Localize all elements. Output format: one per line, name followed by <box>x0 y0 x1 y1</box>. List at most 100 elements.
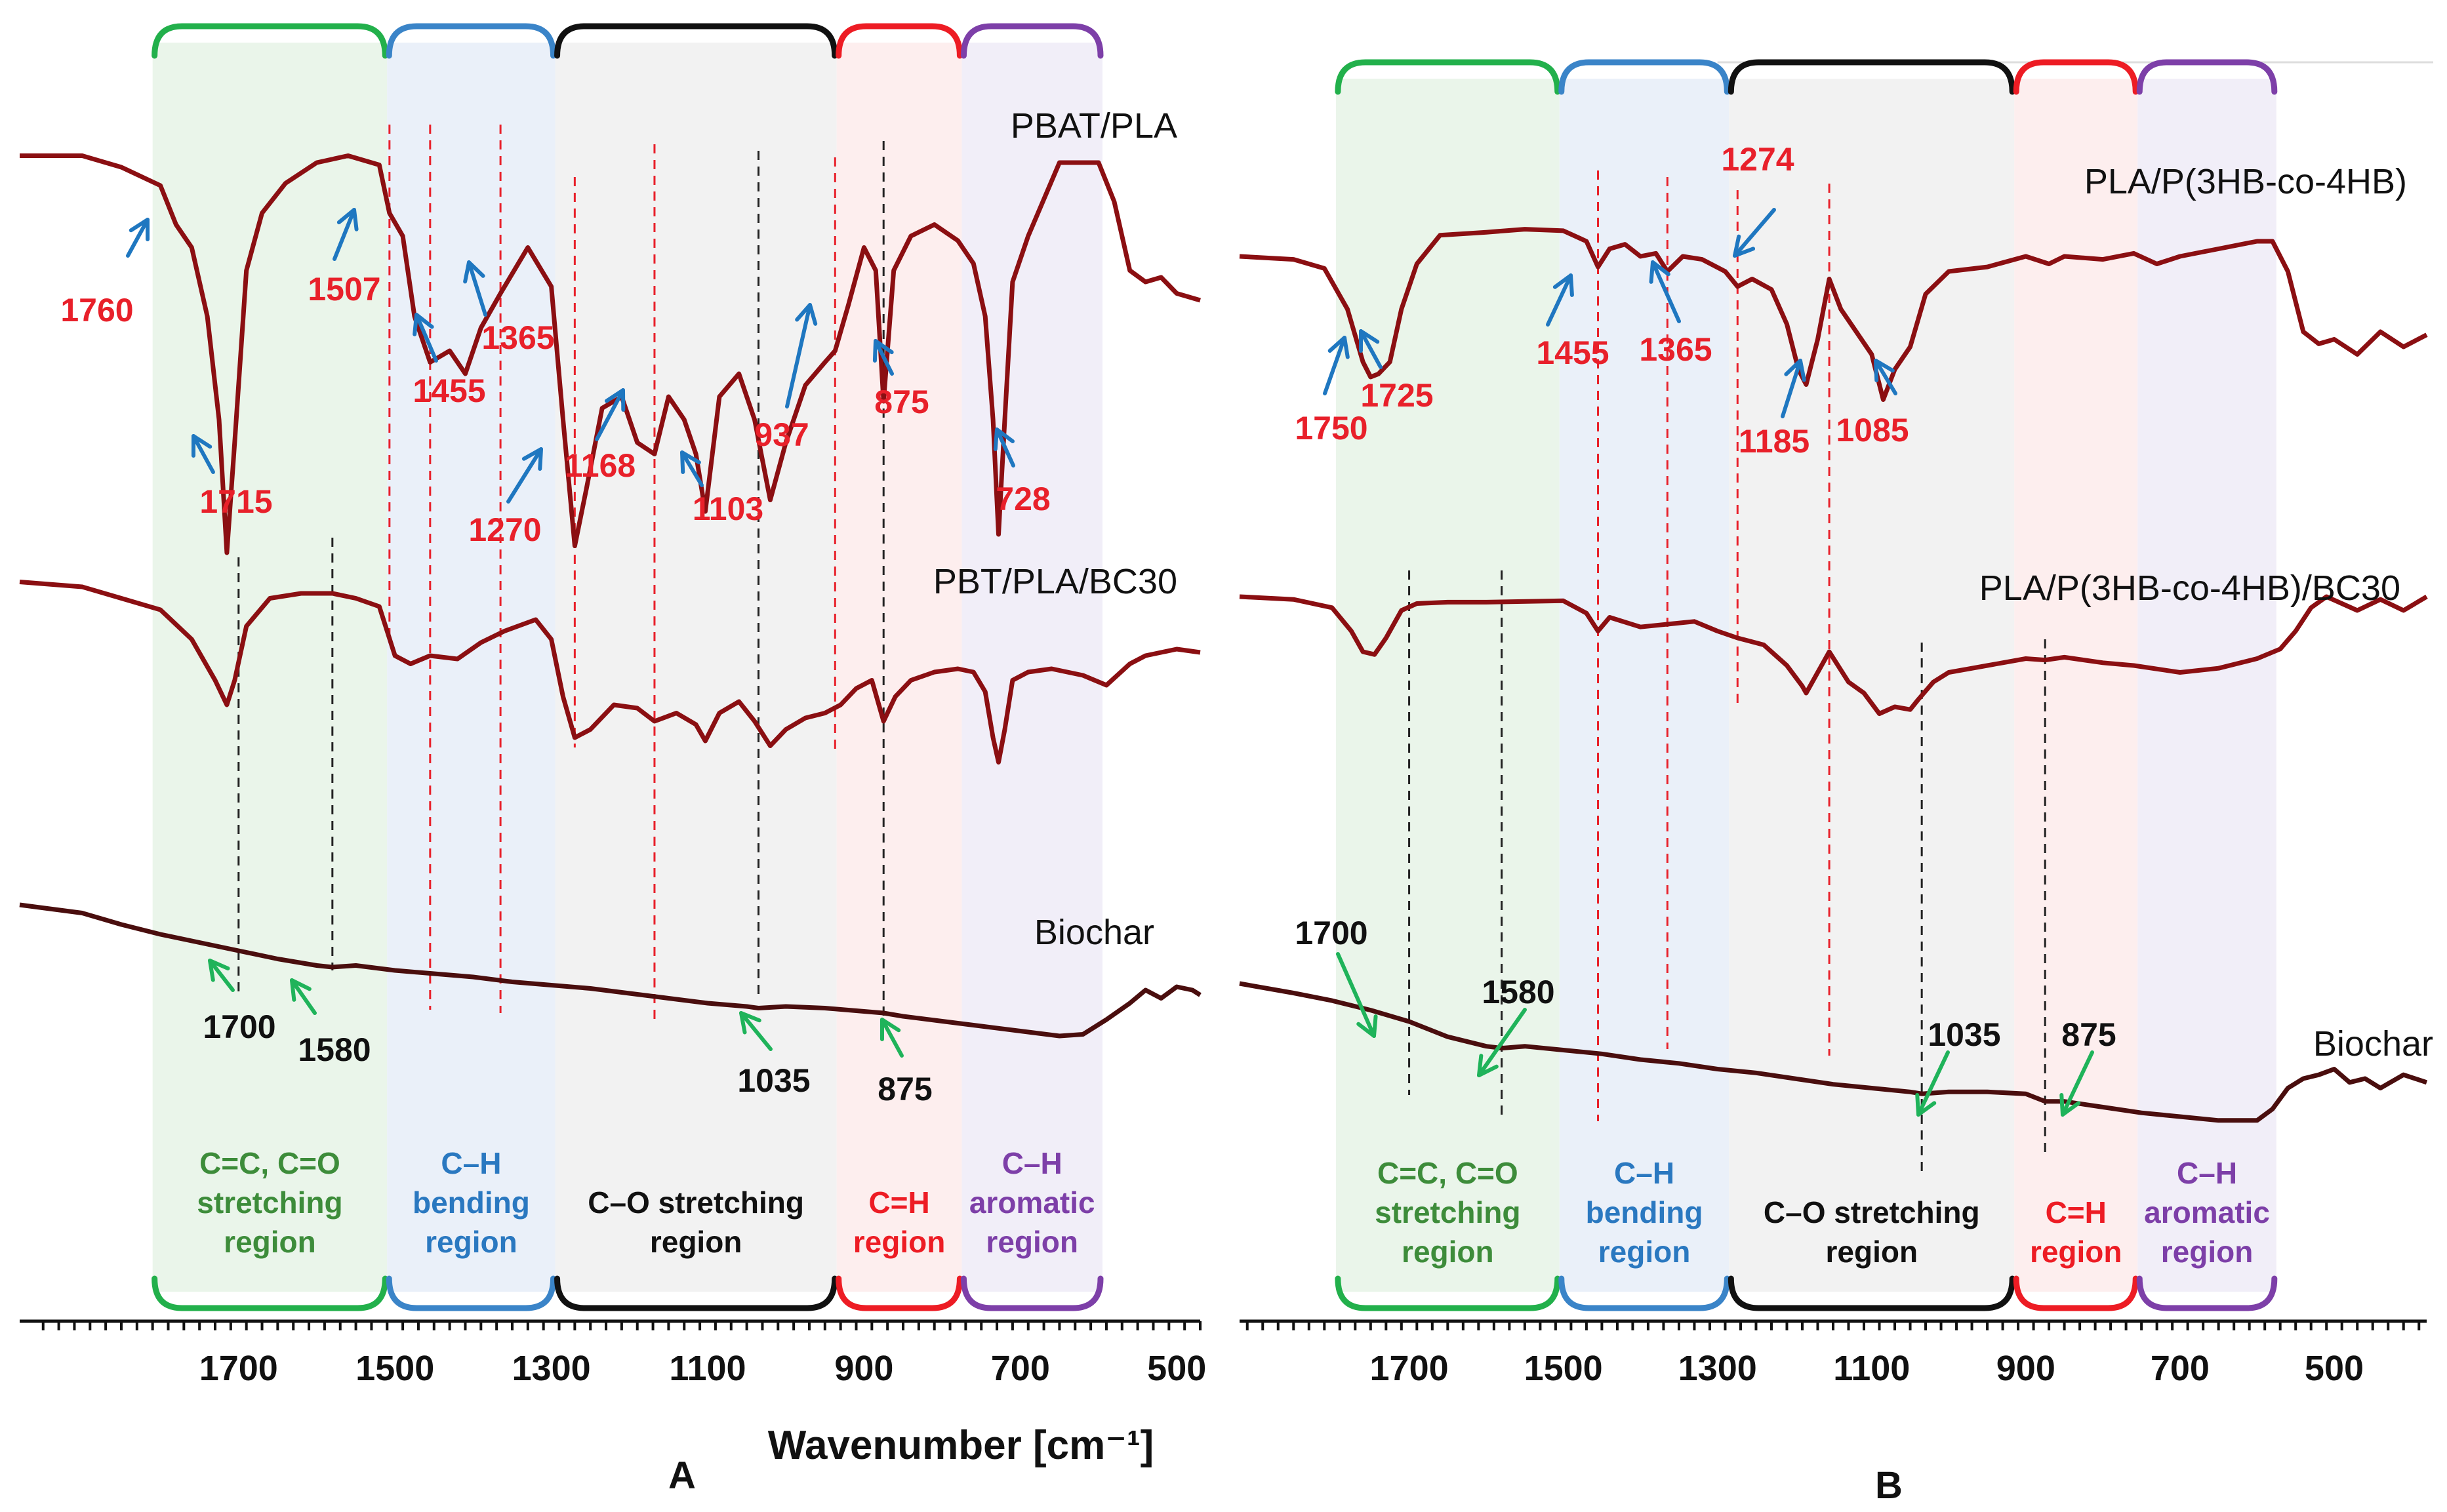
region-bracket-bottom-co <box>1728 1275 2015 1311</box>
x-tick-label: 1300 <box>512 1349 591 1388</box>
region-band-aromatic <box>961 43 1102 1292</box>
peak-arrowhead <box>1915 1093 1937 1117</box>
peak-label: 1103 <box>693 490 763 527</box>
region-band-co <box>555 43 837 1292</box>
peak-label: 1168 <box>565 447 636 484</box>
peak-arrow <box>995 428 1015 468</box>
peak-arrow <box>1336 952 1376 1038</box>
region-label-stretching: C=C, C=O <box>1377 1156 1518 1190</box>
peak-arrow <box>1546 273 1573 327</box>
region-label-ch: C=H <box>2046 1195 2107 1229</box>
x-tick-label: 900 <box>834 1349 893 1388</box>
peak-label: 1274 <box>1721 141 1794 178</box>
region-label-co: region <box>650 1225 742 1259</box>
x-tick-label: 500 <box>1147 1349 1206 1388</box>
region-bracket-top-bending <box>386 23 557 59</box>
peak-label: 1700 <box>203 1008 275 1045</box>
peak-arrow <box>1781 359 1802 418</box>
region-bracket-bottom-aromatic <box>960 1275 1104 1311</box>
peak-arrow <box>415 313 438 363</box>
region-label-aromatic: region <box>2161 1235 2254 1269</box>
peak-arrow <box>126 218 150 258</box>
peak-arrowhead <box>1552 273 1574 297</box>
peak-label: 875 <box>874 384 929 420</box>
x-tick-label: 1700 <box>199 1349 278 1388</box>
peak-label: 875 <box>2061 1016 2116 1053</box>
x-tick-label: 700 <box>991 1349 1050 1388</box>
peak-label: 1270 <box>468 511 541 548</box>
x-tick-label: 1100 <box>1833 1349 1910 1388</box>
peak-label: 1760 <box>60 292 133 328</box>
region-label-bending: C–H <box>1614 1156 1674 1190</box>
peak-label: 1580 <box>1482 974 1554 1010</box>
peak-arrow <box>785 303 812 408</box>
spectrum-line <box>20 153 1201 555</box>
region-bracket-bottom-ch <box>2013 1275 2139 1311</box>
peak-arrowhead <box>129 218 150 241</box>
peak-label: 1035 <box>737 1062 810 1099</box>
region-bracket-bottom-ch <box>836 1275 963 1311</box>
spectrum-line <box>1239 227 2428 402</box>
spectrum-line <box>1239 594 2428 716</box>
peak-arrowhead <box>1327 336 1350 359</box>
region-label-ch: region <box>2030 1235 2122 1269</box>
peak-arrowhead <box>336 208 359 231</box>
region-label-ch: region <box>853 1225 946 1259</box>
peak-arrowhead <box>191 434 212 458</box>
spectrum-line <box>19 902 1202 1039</box>
peak-arrow <box>1477 1008 1527 1077</box>
peak-label: 1580 <box>298 1031 371 1068</box>
peak-arrowhead <box>208 959 230 982</box>
panel-letter: A <box>668 1454 696 1497</box>
region-label-ch: C=H <box>868 1185 929 1220</box>
series-label: Biochar <box>2313 1024 2433 1064</box>
peak-arrow <box>739 1011 773 1051</box>
peak-label: 1725 <box>1360 377 1433 414</box>
region-label-bending: bending <box>413 1185 530 1220</box>
peak-label: 1185 <box>1739 423 1810 460</box>
peak-arrow <box>192 434 215 474</box>
peak-label: 937 <box>754 416 809 453</box>
peak-arrowhead <box>880 1018 901 1041</box>
region-bracket-bottom-co <box>554 1275 838 1311</box>
panel-a: C=C, C=O stretching region C–H bending region… <box>19 23 1206 1497</box>
peak-arrow <box>880 1018 904 1058</box>
peak-arrow <box>680 450 704 487</box>
region-bracket-bottom-bending <box>1558 1275 1730 1311</box>
peak-label: 728 <box>996 481 1050 517</box>
peak-arrowhead <box>680 450 701 474</box>
spectrum-line <box>1239 981 2428 1123</box>
region-label-co: region <box>1825 1235 1918 1269</box>
spectrum-line <box>19 580 1201 765</box>
peak-arrowhead <box>463 260 485 284</box>
peak-arrowhead <box>739 1011 761 1035</box>
region-label-aromatic: C–H <box>2177 1156 2237 1190</box>
region-label-aromatic: C–H <box>1002 1146 1062 1180</box>
peak-arrowhead <box>1874 359 1895 382</box>
series-label: Biochar <box>1034 913 1154 952</box>
peak-arrow <box>874 339 894 376</box>
peak-arrowhead <box>1649 260 1670 284</box>
region-label-stretching: region <box>224 1225 316 1259</box>
x-tick-label: 700 <box>2151 1349 2210 1388</box>
region-bracket-top-aromatic <box>960 23 1104 59</box>
peak-arrow <box>1323 336 1346 395</box>
region-label-stretching: region <box>1402 1235 1494 1269</box>
region-label-bending: C–H <box>441 1146 501 1180</box>
region-band-aromatic <box>2137 79 2276 1292</box>
peak-label: 1365 <box>481 319 554 356</box>
peak-label: 1365 <box>1639 331 1712 368</box>
peak-arrow <box>290 978 317 1015</box>
panel-letter: B <box>1875 1464 1903 1507</box>
peak-label: 1455 <box>413 372 485 409</box>
region-band-bending <box>1559 79 1729 1292</box>
peak-arrow <box>595 388 625 441</box>
x-tick-label: 1500 <box>1524 1349 1603 1388</box>
peak-arrowhead <box>413 313 434 336</box>
peak-label: 1750 <box>1295 410 1367 447</box>
peak-label: 1507 <box>308 271 380 308</box>
peak-arrowhead <box>521 447 543 471</box>
region-label-aromatic: aromatic <box>2144 1195 2270 1229</box>
region-label-bending: region <box>1598 1235 1691 1269</box>
peak-arrowhead <box>1784 359 1806 382</box>
